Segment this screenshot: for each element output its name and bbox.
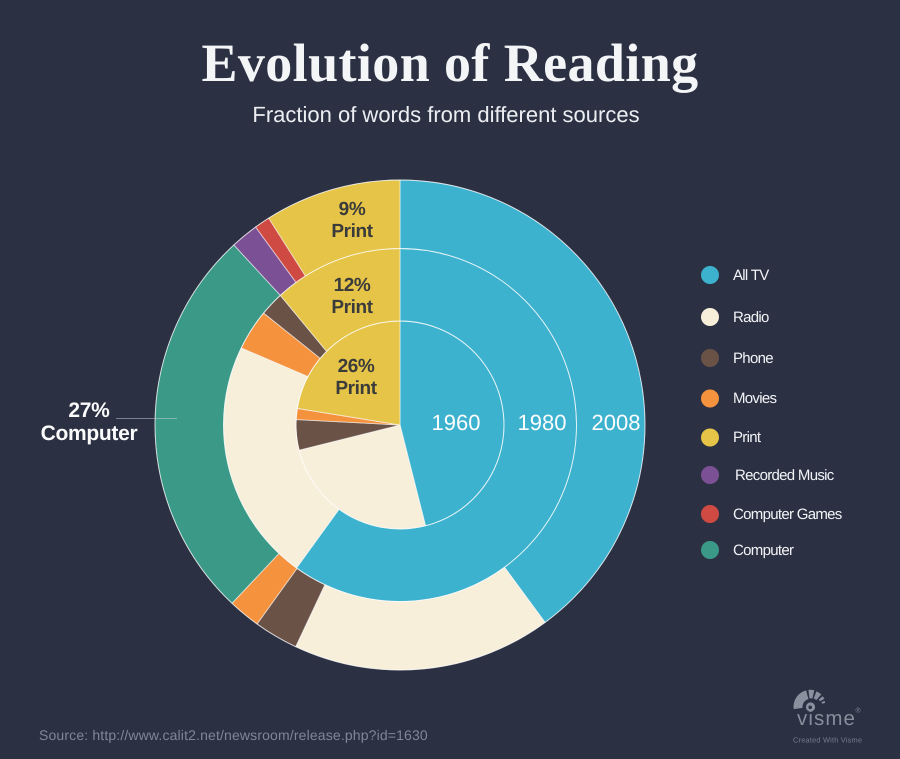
svg-text:®: ® xyxy=(856,708,862,715)
svg-text:Created With Visme: Created With Visme xyxy=(793,736,862,745)
svg-text:visme: visme xyxy=(797,707,856,730)
